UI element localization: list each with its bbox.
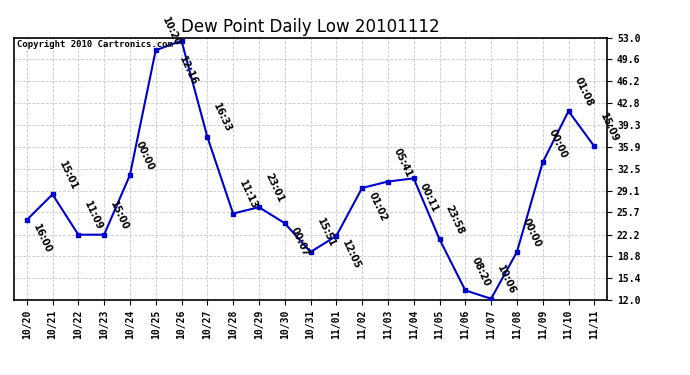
- Text: 01:08: 01:08: [573, 76, 595, 108]
- Text: 11:09: 11:09: [83, 200, 105, 232]
- Text: 16:00: 16:00: [31, 223, 53, 255]
- Text: 10:20: 10:20: [160, 15, 182, 48]
- Text: 23:58: 23:58: [444, 204, 466, 236]
- Text: 15:01: 15:01: [57, 159, 79, 192]
- Text: 00:00: 00:00: [547, 127, 569, 160]
- Text: 10:06: 10:06: [495, 264, 518, 296]
- Text: 12:16: 12:16: [177, 55, 199, 87]
- Text: 00:07: 00:07: [289, 226, 311, 258]
- Text: 15:00: 15:00: [108, 200, 130, 232]
- Text: 00:11: 00:11: [418, 181, 440, 213]
- Text: 08:20: 08:20: [469, 255, 492, 288]
- Text: Copyright 2010 Cartronics.com: Copyright 2010 Cartronics.com: [17, 40, 172, 49]
- Text: 15:51: 15:51: [315, 217, 337, 249]
- Text: 12:05: 12:05: [340, 239, 363, 271]
- Text: 00:00: 00:00: [134, 140, 156, 172]
- Text: 11:13: 11:13: [237, 178, 259, 211]
- Text: 00:00: 00:00: [521, 217, 543, 249]
- Text: 15:09: 15:09: [598, 111, 620, 144]
- Text: 05:41: 05:41: [392, 147, 414, 179]
- Text: 01:02: 01:02: [366, 191, 388, 223]
- Text: 23:01: 23:01: [263, 172, 285, 204]
- Text: 16:33: 16:33: [211, 102, 234, 134]
- Title: Dew Point Daily Low 20101112: Dew Point Daily Low 20101112: [181, 18, 440, 36]
